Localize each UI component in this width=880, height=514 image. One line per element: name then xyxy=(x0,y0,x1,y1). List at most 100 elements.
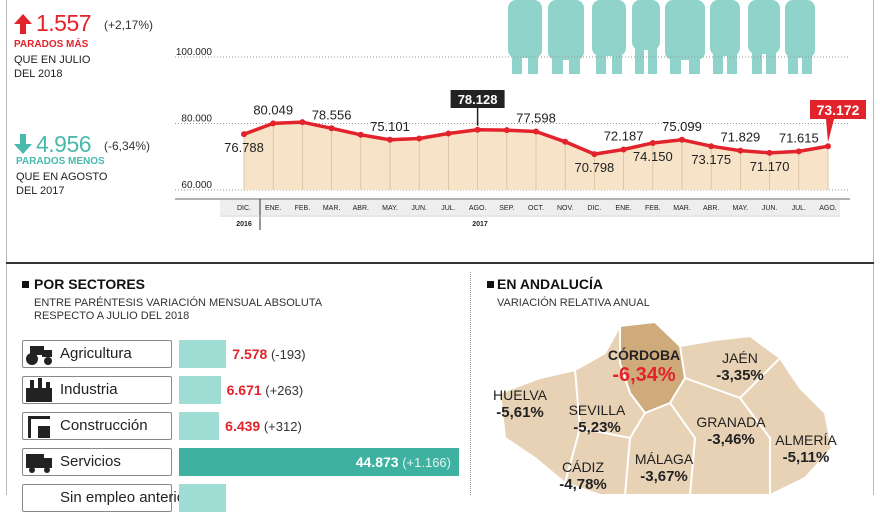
data-label: 71.829 xyxy=(721,130,761,145)
x-tick-label: NOV. xyxy=(557,205,574,212)
data-point xyxy=(416,135,423,142)
x-tick-label: ENE. xyxy=(265,205,281,212)
arrow-down-icon xyxy=(14,134,32,154)
sector-value-group: 6.439 (+312) xyxy=(225,418,302,436)
data-point xyxy=(503,127,510,134)
province-name: JAÉN xyxy=(722,350,758,366)
data-point xyxy=(679,136,685,143)
sectores-title: POR SECTORES xyxy=(34,276,145,292)
data-point xyxy=(562,138,569,145)
line-chart: 100.000 80.000 60.000 DIC. ENE. FEB. MAR. ABR. M… xyxy=(175,47,866,230)
province-label: HUELVA -5,61% xyxy=(460,387,580,421)
infographic-frame xyxy=(6,0,874,495)
data-point xyxy=(270,120,277,127)
up-note-1: QUE EN JULIO xyxy=(14,54,91,66)
highlight-pointer xyxy=(826,119,834,143)
y-tick-label: 80.000 xyxy=(181,114,212,125)
sector-label-box xyxy=(22,448,172,476)
x-tick-label: ABR. xyxy=(703,205,719,212)
up-label: PARADOS MÁS xyxy=(14,39,89,50)
x-tick-label: MAY. xyxy=(733,205,749,212)
andalucia-title: EN ANDALUCÍA xyxy=(497,276,604,292)
x-tick-label: SEP. xyxy=(499,205,514,212)
people-silhouettes-illustration xyxy=(508,0,815,74)
province-label: CÓRDOBA -6,34% xyxy=(584,347,704,386)
data-point xyxy=(649,139,656,146)
province-value: -3,35% xyxy=(716,367,764,384)
x-tick-label: AGO. xyxy=(819,205,837,212)
data-point xyxy=(387,136,393,143)
sectores-subtitle-2: RESPECTO A JULIO DEL 2018 xyxy=(34,310,190,322)
data-label: 73.172 xyxy=(817,102,860,118)
sector-value: 7.578 xyxy=(232,346,268,362)
province-label: SEVILLA -5,23% xyxy=(537,402,657,436)
down-note-1: QUE EN AGOSTO xyxy=(16,171,108,183)
x-tick-label: AGO. xyxy=(469,205,487,212)
province-value: -6,34% xyxy=(612,364,676,386)
data-label: 80.049 xyxy=(253,102,293,117)
data-point xyxy=(474,126,481,133)
province-value: -5,61% xyxy=(496,404,544,421)
column-divider xyxy=(470,272,471,495)
down-label: PARADOS MENOS xyxy=(16,156,105,167)
x-tick-label: JUN. xyxy=(762,205,778,212)
sector-name: Industria xyxy=(60,381,118,398)
sector-label-box xyxy=(22,412,172,440)
andalucia-subtitle: VARIACIÓN RELATIVA ANUAL xyxy=(497,297,650,309)
data-label: 74.150 xyxy=(633,149,673,164)
data-point xyxy=(299,119,306,126)
sectores-subtitle-1: ENTRE PARÉNTESIS VARIACIÓN MENSUAL ABSOL… xyxy=(34,297,323,309)
sector-value: 6.439 xyxy=(225,418,261,434)
sector-value: 6.671 xyxy=(226,382,262,398)
down-note-2: DEL 2017 xyxy=(16,185,65,197)
sector-value-group: 7.578 (-193) xyxy=(232,346,305,364)
sector-name: Construcción xyxy=(60,417,148,434)
data-point xyxy=(591,151,598,158)
province-value: -4,78% xyxy=(559,476,607,493)
data-point xyxy=(533,128,539,135)
data-point xyxy=(766,149,773,156)
x-tick-label: ABR. xyxy=(353,205,369,212)
bullet-square xyxy=(487,281,494,288)
sector-bar xyxy=(179,412,220,440)
data-label: 71.170 xyxy=(750,159,790,174)
sector-row: Industria xyxy=(22,376,462,406)
x-tick-label: MAY. xyxy=(382,205,398,212)
data-label: 77.598 xyxy=(516,110,556,125)
sector-label-box xyxy=(22,376,172,404)
x-tick-label: FEB. xyxy=(645,205,661,212)
data-point xyxy=(737,147,744,154)
x-tick-label: FEB. xyxy=(295,205,311,212)
sector-change: (+1.166) xyxy=(398,455,451,470)
sector-change: (-193) xyxy=(267,347,306,362)
map-andalucia-shape xyxy=(498,320,834,495)
year-label: 2016 xyxy=(236,221,252,228)
tractor-icon xyxy=(26,346,52,365)
data-label: 70.798 xyxy=(575,160,615,175)
up-note-2: DEL 2018 xyxy=(14,68,63,80)
data-label: 75.099 xyxy=(662,119,702,134)
sector-name: Servicios xyxy=(60,453,121,470)
province-value: -3,46% xyxy=(707,431,755,448)
down-pct: (-6,34%) xyxy=(104,139,151,153)
province-name: CÁDIZ xyxy=(562,459,604,475)
data-point xyxy=(620,146,627,153)
province-label: JAÉN -3,35% xyxy=(680,350,800,384)
highlight-label-box xyxy=(450,90,505,108)
province-value: -5,23% xyxy=(573,419,621,436)
down-value: 4.956 xyxy=(36,131,92,157)
province-value: -5,11% xyxy=(782,449,830,466)
y-tick-label: 60.000 xyxy=(181,180,212,191)
x-tick-label: JUN. xyxy=(411,205,427,212)
data-label: 71.615 xyxy=(779,130,819,145)
data-label: 76.788 xyxy=(224,140,264,155)
province-value: -3,67% xyxy=(640,468,688,485)
province-label: ALMERÍA -5,11% xyxy=(746,432,866,466)
data-label: 72.187 xyxy=(604,128,644,143)
sector-row: Servicios xyxy=(22,448,462,478)
sector-change: (+312) xyxy=(260,419,302,434)
y-tick-label: 100.000 xyxy=(176,47,213,58)
data-point xyxy=(241,131,247,138)
highlight-label-box xyxy=(810,100,866,119)
sector-row: Sin empleo anterior xyxy=(22,484,462,514)
